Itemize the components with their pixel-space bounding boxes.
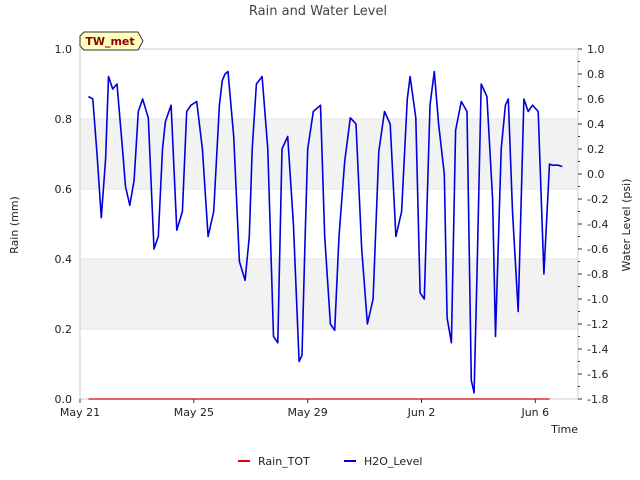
chart-title: Rain and Water Level — [249, 4, 387, 19]
site-badge-box — [79, 31, 144, 51]
y-left-tick-label: 0.8 — [55, 113, 73, 126]
y-right-tick-label: 1.0 — [587, 43, 605, 56]
legend: Rain_TOT H2O_Level — [238, 455, 422, 468]
y-right-tick-label: -1.0 — [587, 293, 608, 306]
x-axis-label: Time — [550, 423, 578, 436]
legend-label: Rain_TOT — [258, 455, 310, 468]
x-tick-label: May 25 — [174, 406, 214, 419]
y-right-tick-label: 0.0 — [587, 168, 605, 181]
y-left-tick-label: 1.0 — [55, 43, 73, 56]
x-tick-label: Jun 6 — [520, 406, 549, 419]
y-right-tick-label: -0.6 — [587, 243, 608, 256]
y-right-tick-label: 0.8 — [587, 68, 605, 81]
legend-label: H2O_Level — [364, 455, 422, 468]
y-right-tick-label: -0.8 — [587, 268, 608, 281]
y-right-tick-label: -1.4 — [587, 343, 608, 356]
y-right-tick-label: 0.2 — [587, 143, 605, 156]
series-lines — [88, 70, 563, 400]
x-axis: May 21 May 25 May 29 Jun 2 Jun 6 — [60, 399, 549, 419]
site-badge-text: TW_met — [85, 35, 134, 48]
y-left-label: Rain (mm) — [8, 196, 21, 254]
plot-frame — [79, 48, 579, 400]
y-right-tick-label: -1.8 — [587, 393, 608, 406]
y-left-tick-label: 0.0 — [55, 393, 73, 406]
y-left-tick-label: 0.6 — [55, 183, 73, 196]
x-tick-label: May 21 — [60, 406, 100, 419]
y-right-tick-label: 0.4 — [587, 118, 605, 131]
y-right-tick-label: -1.6 — [587, 368, 608, 381]
y-right-label: Water Level (psi) — [620, 179, 633, 272]
y-right-tick-label: -1.2 — [587, 318, 608, 331]
x-tick-label: May 29 — [288, 406, 328, 419]
y-left-tick-label: 0.2 — [55, 323, 73, 336]
site-badge: TW_met — [79, 31, 144, 51]
y-right-tick-label: -0.4 — [587, 218, 608, 231]
y-left-axis: 0.0 0.2 0.4 0.6 0.8 1.0 — [55, 43, 73, 406]
y-right-tick-label: 0.6 — [587, 93, 605, 106]
y-right-axis: -1.8 -1.6 -1.4 -1.2 -1.0 -0.8 -0.6 -0.4 -0.2 0.0 0… — [578, 43, 608, 406]
y-left-tick-label: 0.4 — [55, 253, 73, 266]
y-right-tick-label: -0.2 — [587, 193, 608, 206]
series-line-h2o-level — [88, 70, 563, 394]
grid-bands — [80, 48, 578, 400]
x-tick-label: Jun 2 — [407, 406, 436, 419]
